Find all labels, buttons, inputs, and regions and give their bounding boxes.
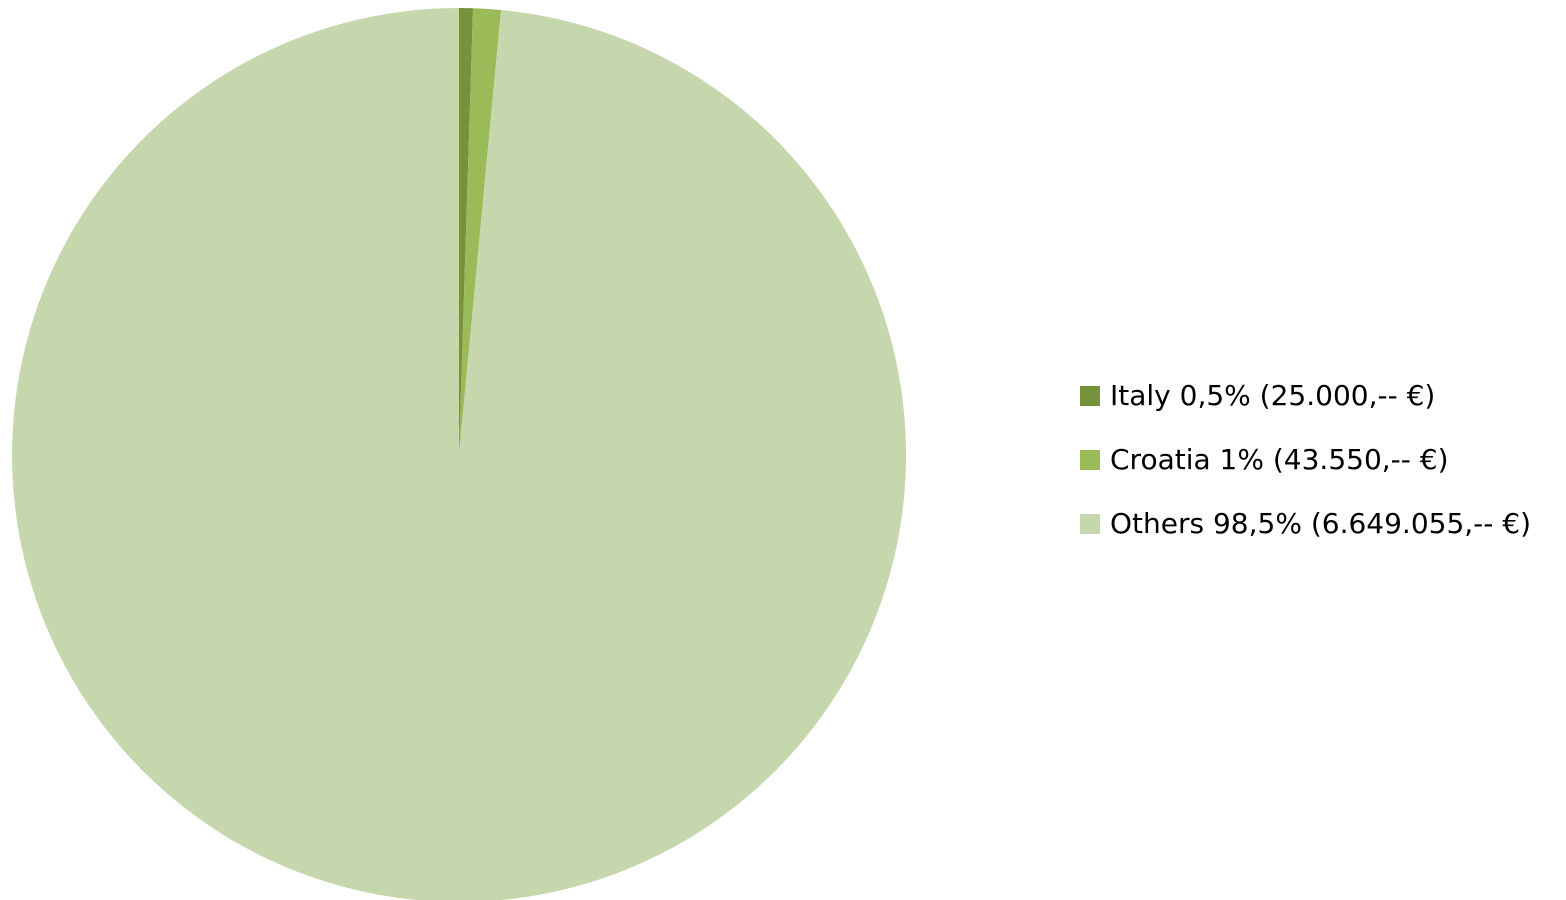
chart-legend: Italy 0,5% (25.000,-- €) Croatia 1% (43.…	[1080, 374, 1560, 566]
legend-swatch-others	[1080, 514, 1100, 534]
legend-label-others: Others 98,5% (6.649.055,-- €)	[1110, 507, 1532, 540]
legend-label-italy: Italy 0,5% (25.000,-- €)	[1110, 379, 1436, 412]
legend-swatch-italy	[1080, 386, 1100, 406]
legend-swatch-croatia	[1080, 450, 1100, 470]
legend-label-croatia: Croatia 1% (43.550,-- €)	[1110, 443, 1449, 476]
pie-slice-croatia	[459, 8, 502, 455]
pie-slice-others	[12, 8, 907, 900]
legend-item-others: Others 98,5% (6.649.055,-- €)	[1080, 502, 1560, 546]
pie-slice-italy	[459, 7, 474, 455]
legend-item-croatia: Croatia 1% (43.550,-- €)	[1080, 438, 1560, 482]
legend-item-italy: Italy 0,5% (25.000,-- €)	[1080, 374, 1560, 418]
